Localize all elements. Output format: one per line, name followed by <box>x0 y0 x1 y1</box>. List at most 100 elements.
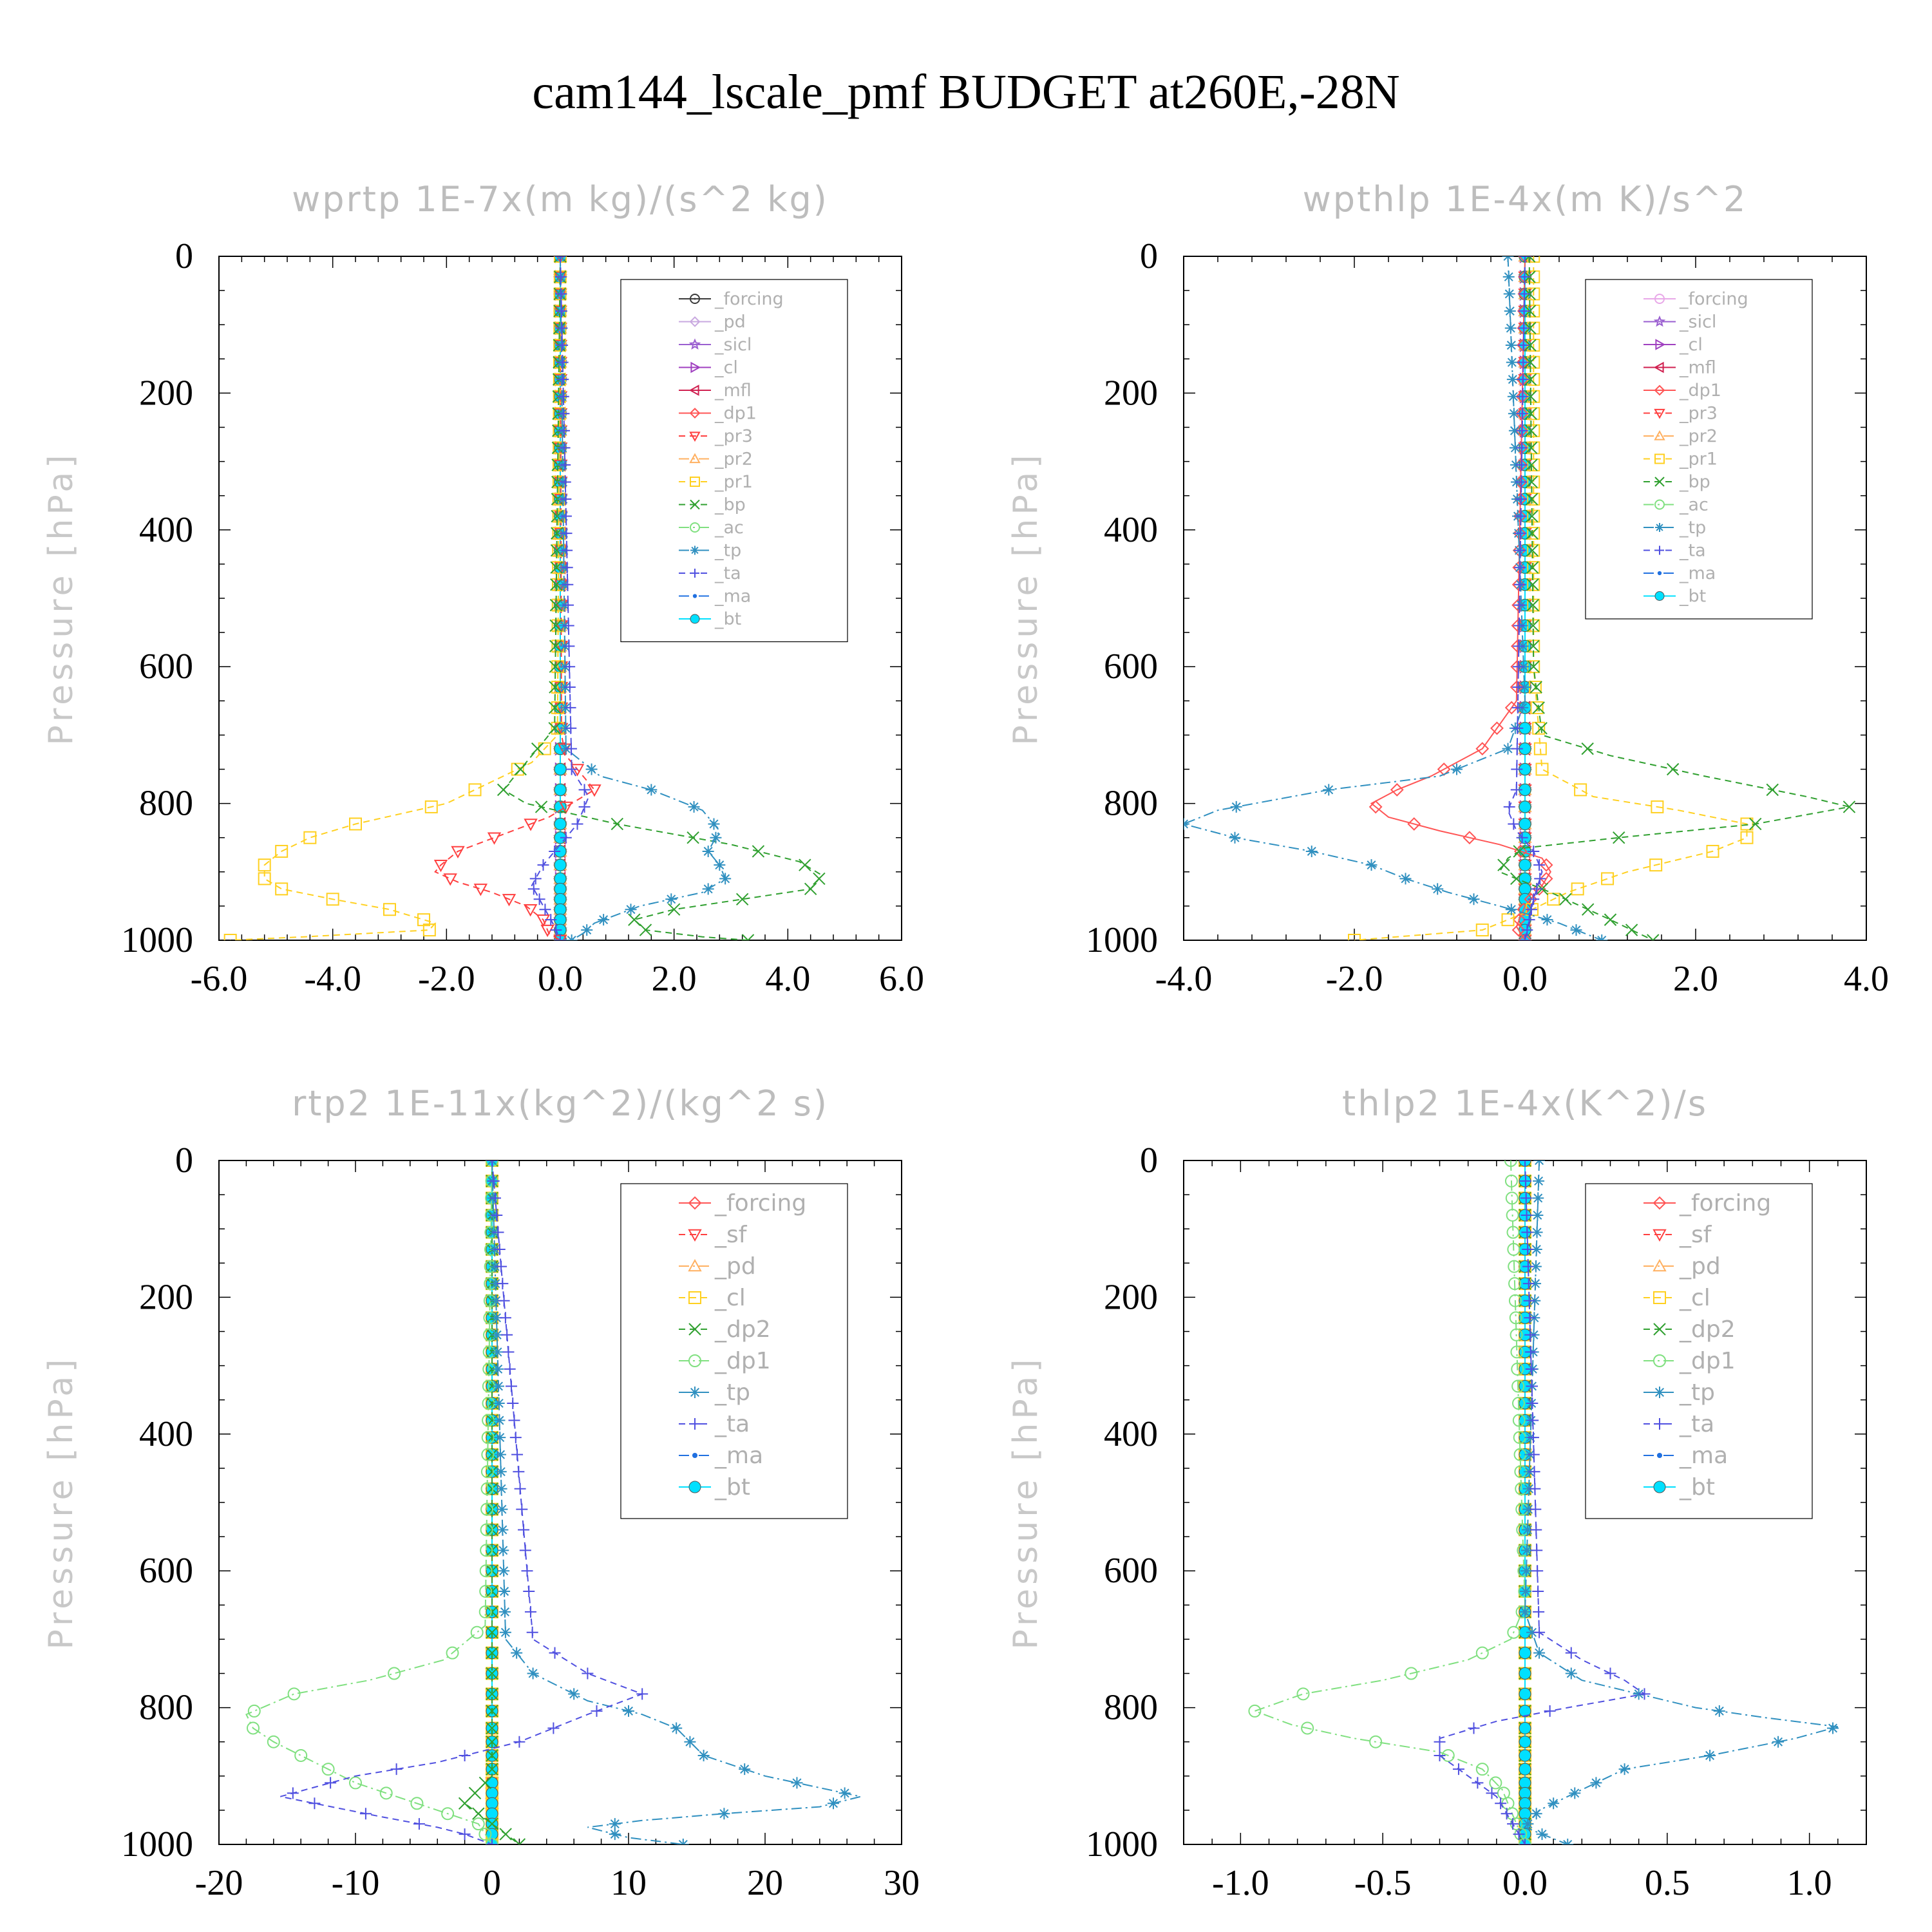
data-point <box>828 1797 839 1810</box>
data-point <box>498 1294 510 1307</box>
data-point <box>556 322 568 334</box>
legend-box <box>620 279 848 643</box>
data-point <box>527 883 540 895</box>
data-point <box>451 846 465 858</box>
data-point <box>665 893 677 905</box>
data-point <box>523 1586 535 1598</box>
legend: _forcing _pd _sicl _cl _mfl _dp1_pr3 _pr2 _pr1 _… <box>620 279 848 643</box>
data-point <box>1515 476 1528 488</box>
legend-marker <box>1654 477 1665 487</box>
data-point <box>422 923 436 937</box>
data-point <box>1517 374 1529 386</box>
y-tick-label: 400 <box>139 1414 193 1454</box>
legend-marker <box>1654 499 1665 510</box>
data-point <box>489 1278 502 1290</box>
data-point <box>559 459 571 471</box>
legend-marker <box>1653 1258 1667 1272</box>
legend-marker <box>690 545 699 555</box>
legend-label: _pr3 <box>1679 404 1718 424</box>
data-point <box>1526 527 1539 540</box>
legend-item: _ta <box>1643 1411 1714 1437</box>
data-point <box>481 1431 495 1444</box>
data-point <box>1468 893 1480 905</box>
data-point <box>509 1432 522 1444</box>
y-tick-label: 1000 <box>1086 1824 1158 1864</box>
legend-label: _dp2 <box>714 1316 771 1343</box>
data-point <box>223 934 237 940</box>
data-point <box>1527 561 1540 574</box>
data-point <box>1533 1175 1545 1187</box>
data-point <box>1531 1565 1544 1577</box>
series-line <box>464 1160 520 1844</box>
legend-marker <box>1653 1323 1666 1336</box>
legend-label: _tp <box>1679 1379 1715 1406</box>
legend-item: _sicl <box>679 335 752 355</box>
data-point <box>487 832 502 845</box>
y-tick-label: 600 <box>1104 1551 1158 1591</box>
data-point <box>1184 818 1189 830</box>
data-point <box>325 1777 337 1789</box>
data-point <box>1569 1787 1581 1799</box>
data-point <box>1519 1175 1531 1187</box>
legend-label: _tp <box>1679 518 1706 538</box>
data-point <box>1511 923 1526 937</box>
legend-box <box>620 1183 848 1519</box>
data-point <box>1305 845 1318 857</box>
data-point <box>670 1722 683 1734</box>
data-point <box>1301 1721 1314 1735</box>
legend-label: _pr1 <box>714 472 753 492</box>
legend-marker <box>689 408 701 419</box>
data-point <box>1523 1482 1535 1495</box>
y-axis-label: Pressure [hPa] <box>1007 451 1045 746</box>
data-point <box>531 742 544 755</box>
data-point <box>486 1763 498 1776</box>
data-point <box>535 800 548 813</box>
data-point <box>1526 544 1539 557</box>
data-point <box>1511 722 1524 734</box>
data-point <box>1323 784 1335 796</box>
series-group <box>1184 256 1856 940</box>
data-point <box>1533 859 1546 871</box>
legend-label: _pr1 <box>1679 450 1718 469</box>
legend-marker <box>688 384 699 396</box>
legend-item: _pr1 <box>679 472 753 492</box>
data-point <box>486 1448 498 1461</box>
legend-label: _pd <box>714 1253 756 1280</box>
legend-label: _tp <box>714 541 741 561</box>
data-point <box>486 1776 498 1789</box>
data-point <box>533 893 545 905</box>
data-point <box>1348 934 1361 940</box>
data-point <box>514 1482 526 1495</box>
data-point <box>492 1226 504 1238</box>
legend-item: _cl <box>1643 1285 1710 1311</box>
data-point <box>1434 1749 1446 1761</box>
data-point <box>497 1524 509 1536</box>
data-point <box>560 510 572 522</box>
legend-marker <box>688 1196 702 1210</box>
data-point <box>1504 1160 1517 1167</box>
data-point <box>275 882 289 896</box>
data-point <box>1519 817 1531 830</box>
data-point <box>1527 458 1540 471</box>
data-point <box>499 1828 512 1841</box>
x-tick-label: 0 <box>483 1863 501 1903</box>
x-tick-label: 0.0 <box>1502 959 1548 999</box>
legend-marker <box>688 1229 702 1242</box>
data-point <box>1524 339 1537 352</box>
data-point <box>502 894 516 907</box>
x-tick-label: -6.0 <box>191 959 248 999</box>
legend-item: _ac <box>1643 495 1709 515</box>
legend-label: _cl <box>1679 335 1703 355</box>
x-tick-label: -4.0 <box>1155 959 1213 999</box>
data-point <box>497 1544 509 1557</box>
data-point <box>1490 721 1504 735</box>
data-point <box>559 476 571 488</box>
data-point <box>1534 873 1546 885</box>
panel-2: wpthlp 1E-4x(m K)/s^2 Pressure [hPa] 0 200 4… <box>1007 179 1889 999</box>
data-point <box>1531 1226 1543 1238</box>
data-point <box>804 882 817 896</box>
data-point <box>1507 1818 1519 1830</box>
legend-marker <box>689 453 701 464</box>
data-point <box>349 1776 362 1790</box>
y-tick-label: 0 <box>1140 1141 1158 1180</box>
